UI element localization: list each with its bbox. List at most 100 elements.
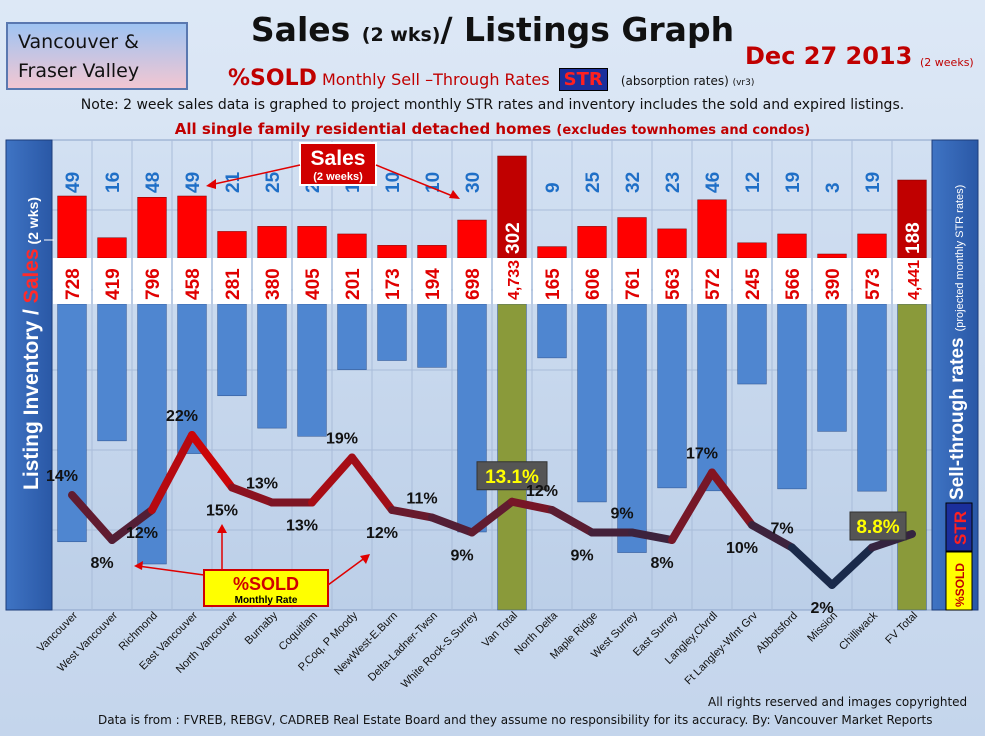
sold-callout: %SOLD Monthly Rate	[134, 524, 370, 607]
sales-value-label: 302	[503, 222, 524, 254]
inventory-label-cell	[333, 258, 371, 304]
title-rest: / Listings Graph	[440, 10, 735, 49]
pct-label: 14%	[46, 468, 78, 485]
sales-bar	[177, 195, 207, 259]
inventory-value-label: 390	[823, 268, 844, 300]
inventory-value-label: 4,733	[506, 260, 523, 300]
subtitle-monthly: Monthly	[316, 70, 392, 89]
inventory-value-label: 173	[383, 268, 404, 300]
sales-value-label: 21	[223, 171, 244, 193]
pct-label: 11%	[406, 491, 437, 508]
region-box: Vancouver & Fraser Valley	[6, 22, 188, 90]
inventory-bar	[657, 303, 687, 489]
pct-label: 8%	[650, 555, 673, 572]
inventory-label-cell	[253, 258, 291, 304]
absorption-note: (absorption rates) (vr3)	[620, 74, 755, 88]
str-line-segment	[548, 506, 596, 537]
pct-label: 15%	[206, 503, 238, 520]
sales-value-label: 32	[623, 172, 644, 193]
sales-bar	[457, 219, 487, 259]
inventory-value-label: 380	[263, 268, 284, 300]
sales-value-label: 19	[783, 172, 804, 193]
sales-bar	[297, 226, 327, 259]
sales-value-label: 49	[183, 172, 204, 193]
svg-text:Monthly Rate: Monthly Rate	[235, 595, 298, 606]
inventory-label-cell	[773, 258, 811, 304]
subtitle-sell-through: Sell –Through Rates	[391, 70, 550, 89]
inventory-bar	[377, 303, 407, 361]
pct-label: 7%	[770, 521, 793, 538]
total-pct-box	[849, 511, 907, 541]
x-tick-label: White Rock-S.Surrey	[399, 609, 480, 690]
sales-value-label: 25	[263, 171, 284, 193]
inventory-label-cell	[453, 258, 491, 304]
sales-callout: Sales (2 weeks)	[206, 142, 460, 199]
str-line-segment	[228, 483, 276, 507]
pct-label: 22%	[166, 408, 198, 425]
total-pct-box	[476, 461, 548, 491]
str-line-segment	[668, 468, 716, 544]
str-line-segment	[828, 543, 876, 589]
inventory-value-label: 281	[223, 268, 244, 300]
inventory-value-label: 405	[303, 268, 324, 300]
inventory-value-label: 606	[583, 268, 604, 300]
pct-label: 17%	[686, 446, 718, 463]
str-line-segment	[188, 431, 236, 492]
footer-rights: All rights reserved and images copyright…	[708, 695, 968, 709]
page-title: Sales (2 wks)/ Listings Graph	[0, 10, 985, 49]
svg-text:(2 weeks): (2 weeks)	[313, 171, 363, 183]
inventory-bar	[737, 303, 767, 385]
inventory-value-label: 566	[783, 268, 804, 300]
inventory-label-cell	[293, 258, 331, 304]
subtitle-pct-sold: %SOLD	[228, 66, 317, 91]
inventory-bar	[857, 303, 887, 492]
inventory-bar	[297, 303, 327, 437]
inventory-value-label: 728	[63, 268, 84, 300]
sales-value-label: 48	[143, 172, 164, 193]
pct-label: 12%	[126, 525, 158, 542]
inventory-label-cell	[733, 258, 771, 304]
inventory-value-label: 194	[423, 268, 444, 300]
inventory-label-cell	[653, 258, 691, 304]
sales-bar	[857, 233, 887, 259]
total-pct-label: 13.1%	[485, 467, 539, 488]
str-line-segment	[148, 431, 196, 514]
inventory-label-cell	[493, 258, 531, 304]
pct-label: 13%	[286, 518, 318, 535]
right-str-badge-box	[945, 502, 973, 552]
str-line-segment	[348, 453, 396, 514]
svg-text:%SOLD: %SOLD	[233, 574, 299, 594]
inventory-bar	[97, 303, 127, 442]
str-line-segment	[708, 468, 756, 529]
pct-label: 10%	[726, 540, 758, 557]
x-tick-label: Ft Langley-Wlnt Grv	[682, 609, 760, 687]
sales-bar	[897, 179, 927, 259]
inventory-bar	[457, 303, 487, 533]
sales-value-label: 49	[63, 172, 84, 193]
sales-bar	[337, 233, 367, 259]
sales-bar	[617, 217, 647, 259]
sales-value-label: 9	[543, 182, 564, 193]
inventory-bar	[337, 303, 367, 370]
x-tick-label: Delta-Ladner-Twsn	[366, 610, 440, 684]
inventory-label-cell	[533, 258, 571, 304]
right-axis-label: Sell-through rates(projected monthly STR…	[947, 185, 968, 500]
pct-label: 12%	[366, 525, 398, 542]
left-axis-panel	[5, 139, 53, 611]
inventory-label-cell	[373, 258, 411, 304]
inventory-label-cell	[893, 258, 931, 304]
sales-value-label: 3	[823, 182, 844, 193]
inventory-label-cell	[53, 258, 91, 304]
subtitle: %SOLD Monthly Sell –Through Rates STR (a…	[228, 66, 754, 91]
x-tick-label: Abbotsford	[754, 610, 800, 656]
sales-value-label: 16	[103, 172, 124, 193]
pct-label: 13%	[246, 476, 278, 493]
str-line-segment	[68, 491, 116, 544]
report-date: Dec 27 2013	[745, 42, 913, 70]
str-line-segment	[508, 497, 556, 514]
sales-bar	[817, 253, 847, 259]
total-pct-label: 8.8%	[856, 517, 899, 538]
sales-bar	[137, 197, 167, 259]
inventory-label-cell	[93, 258, 131, 304]
x-tick-label: Chilliwack	[837, 609, 880, 652]
